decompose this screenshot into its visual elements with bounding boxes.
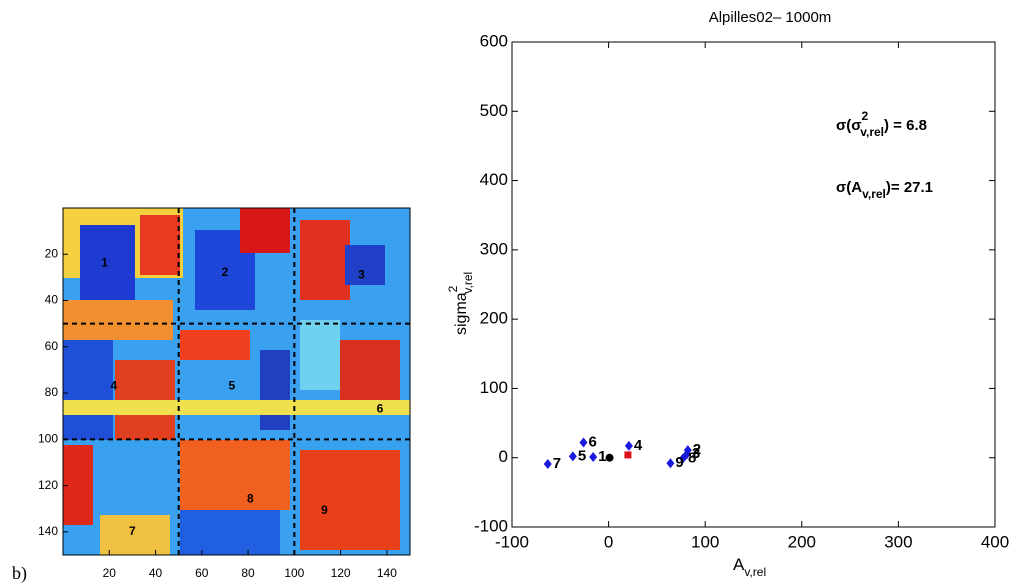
y-axis-label-sup: 2 [446, 285, 460, 292]
region-label: 9 [321, 503, 328, 517]
point [579, 437, 588, 448]
y-tick-label: 140 [38, 524, 58, 538]
y-axis-label-main: sigma [453, 292, 470, 335]
region-label: 1 [101, 256, 108, 270]
point [678, 453, 687, 464]
y-tick-label: 600 [480, 31, 508, 50]
y-tick-label: 500 [480, 101, 508, 120]
point [666, 458, 675, 469]
x-axis-label: Av,rel [733, 555, 766, 579]
y-tick-label: 60 [45, 339, 59, 353]
point [568, 451, 577, 462]
panel-label: b) [12, 563, 27, 584]
point [624, 451, 632, 459]
x-tick-label: 60 [195, 566, 209, 580]
x-tick-label: 80 [241, 566, 255, 580]
x-tick-label: -100 [495, 532, 529, 551]
point-label: 5 [578, 447, 586, 464]
annotation-part: )= 27.1 [886, 179, 933, 196]
y-tick-label: 300 [480, 239, 508, 258]
point [543, 458, 552, 469]
region-label: 2 [222, 265, 229, 279]
heatmap-image [63, 208, 410, 555]
x-tick-label: 300 [884, 532, 912, 551]
chart-title: Alpilles02– 1000m [709, 9, 832, 26]
x-tick-label: 100 [691, 532, 719, 551]
point-label: 7 [553, 455, 561, 472]
point [605, 453, 614, 462]
y-tick-label: 0 [499, 447, 508, 466]
y-tick-label: 200 [480, 309, 508, 328]
annotation-sub: v,rel [862, 187, 886, 201]
x-axis-label-sub: v,rel [744, 565, 766, 579]
point-label: 3 [692, 445, 700, 462]
x-tick-label: 200 [788, 532, 816, 551]
annotation-part: σ(σ [836, 117, 862, 134]
point-label: 2 [693, 441, 701, 458]
y-tick-label: 100 [480, 378, 508, 397]
annotation-part: ) = 6.8 [884, 117, 927, 134]
y-axis-label: sigma2v,rel [446, 272, 475, 335]
annotation-part: σ(A [836, 179, 862, 196]
y-axis-label-sub: v,rel [461, 272, 475, 294]
region-label: 6 [377, 401, 384, 415]
x-axis-label-main: A [733, 555, 745, 574]
region-label: 5 [229, 378, 236, 392]
y-tick-label: 120 [38, 478, 58, 492]
annotation: σ(σ2 v,rel) = 6.8 [836, 109, 927, 139]
x-tick-label: 400 [981, 532, 1009, 551]
x-tick-label: 40 [149, 566, 163, 580]
y-tick-label: 20 [45, 246, 59, 260]
point-label: 6 [588, 433, 596, 450]
y-tick-label: 400 [480, 170, 508, 189]
x-tick-label: 0 [604, 532, 613, 551]
x-tick-label: 20 [103, 566, 117, 580]
point-label: 4 [634, 437, 643, 454]
y-tick-label: -100 [474, 516, 508, 535]
region-label: 7 [129, 524, 136, 538]
annotation: σ(Av,rel)= 27.1 [836, 179, 933, 201]
y-tick-label: 100 [38, 432, 58, 446]
annotation-sup: 2 [862, 109, 869, 123]
y-tick-label: 80 [45, 385, 59, 399]
y-tick-label: 40 [45, 293, 59, 307]
point [589, 452, 598, 463]
image-frame [62, 207, 411, 556]
point-label: 8 [688, 449, 696, 466]
region-label: 3 [358, 267, 365, 281]
annotation-sub: v,rel [860, 125, 884, 139]
x-tick-label: 120 [331, 566, 351, 580]
point [624, 440, 633, 451]
plot-frame [511, 41, 996, 528]
region-label: 4 [111, 378, 118, 392]
region-label: 8 [247, 492, 254, 506]
x-tick-label: 140 [377, 566, 397, 580]
point-label: 1 [598, 448, 606, 465]
point-label: 9 [675, 454, 683, 471]
x-tick-label: 100 [284, 566, 304, 580]
